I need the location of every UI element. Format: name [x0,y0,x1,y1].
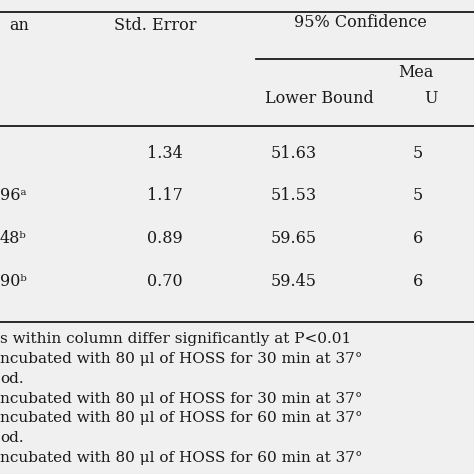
Text: 6: 6 [412,273,423,290]
Text: 95% Confidence: 95% Confidence [294,14,427,31]
Text: 1.34: 1.34 [147,145,182,162]
Text: 5: 5 [412,145,423,162]
Text: 5: 5 [412,187,423,204]
Text: 6: 6 [412,230,423,247]
Text: 51.63: 51.63 [270,145,316,162]
Text: ncubated with 80 μl of HOSS for 60 min at 37°: ncubated with 80 μl of HOSS for 60 min a… [0,411,363,426]
Text: Lower Bound: Lower Bound [265,90,374,107]
Text: 1.17: 1.17 [147,187,183,204]
Text: U: U [424,90,438,107]
Text: s within column differ significantly at P<0.01: s within column differ significantly at … [0,332,351,346]
Text: ncubated with 80 μl of HOSS for 30 min at 37°: ncubated with 80 μl of HOSS for 30 min a… [0,352,363,366]
Text: 51.53: 51.53 [270,187,316,204]
Text: od.: od. [0,372,24,386]
Text: od.: od. [0,431,24,446]
Text: 0.70: 0.70 [147,273,182,290]
Text: ncubated with 80 μl of HOSS for 30 min at 37°: ncubated with 80 μl of HOSS for 30 min a… [0,392,363,406]
Text: 59.45: 59.45 [270,273,316,290]
Text: 59.65: 59.65 [270,230,316,247]
Text: 0.89: 0.89 [147,230,182,247]
Text: 90ᵇ: 90ᵇ [0,273,27,290]
Text: 48ᵇ: 48ᵇ [0,230,27,247]
Text: ncubated with 80 μl of HOSS for 60 min at 37°: ncubated with 80 μl of HOSS for 60 min a… [0,451,363,465]
Text: Mea: Mea [398,64,434,81]
Text: Std. Error: Std. Error [114,17,196,34]
Text: 96ᵃ: 96ᵃ [0,187,27,204]
Text: an: an [9,17,29,34]
